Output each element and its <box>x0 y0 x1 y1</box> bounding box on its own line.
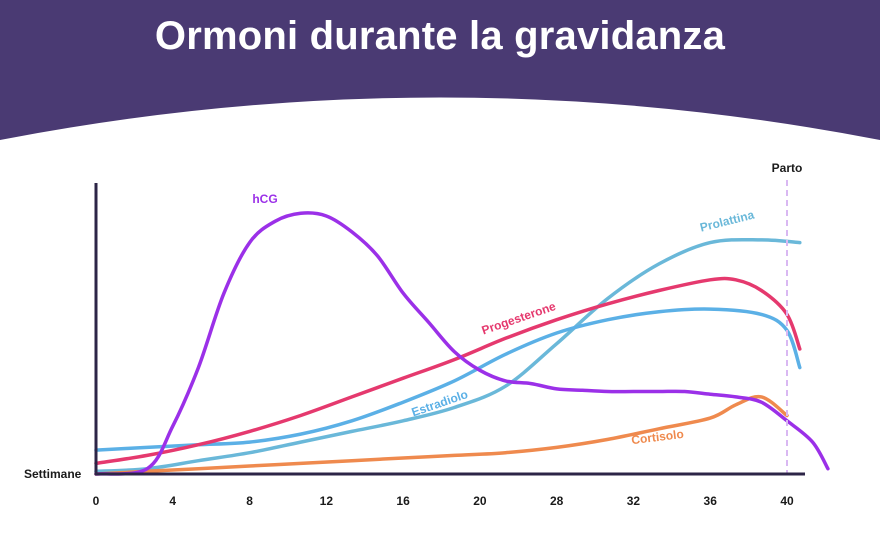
header-banner-shape <box>0 0 880 140</box>
page-title: Ormoni durante la gravidanza <box>154 14 726 58</box>
x-tick-label: 12 <box>320 494 334 508</box>
series-line-estradiolo <box>94 307 802 452</box>
x-tick-labels: 0 4 8 12 16 20 28 32 36 40 <box>93 494 794 508</box>
x-tick-label: 28 <box>550 494 564 508</box>
series-line-progesterone <box>94 276 802 466</box>
series-label-prolattina: Prolattina <box>698 208 755 235</box>
x-tick-label: 8 <box>246 494 253 508</box>
x-tick-label: 32 <box>627 494 641 508</box>
series-labels: hCGProgesteroneEstradioloProlattinaCorti… <box>252 192 756 447</box>
series-label-estradiolo: Estradiolo <box>410 387 470 419</box>
x-tick-label: 16 <box>396 494 410 508</box>
x-tick-label: 4 <box>169 494 176 508</box>
x-tick-label: 0 <box>93 494 100 508</box>
x-tick-label: 36 <box>704 494 718 508</box>
series-label-cortisolo: Cortisolo <box>631 427 685 447</box>
series-layer <box>94 211 830 476</box>
x-tick-label: 40 <box>780 494 794 508</box>
x-axis-label: Settimane <box>24 467 82 481</box>
series-line-prolattina <box>94 237 802 474</box>
delivery-marker-label: Parto <box>772 161 803 175</box>
x-tick-label: 20 <box>473 494 487 508</box>
header-banner <box>0 0 880 140</box>
series-label-hcg: hCG <box>252 192 277 206</box>
series-line-hcg <box>94 211 830 476</box>
series-line-cortisolo <box>94 394 789 476</box>
